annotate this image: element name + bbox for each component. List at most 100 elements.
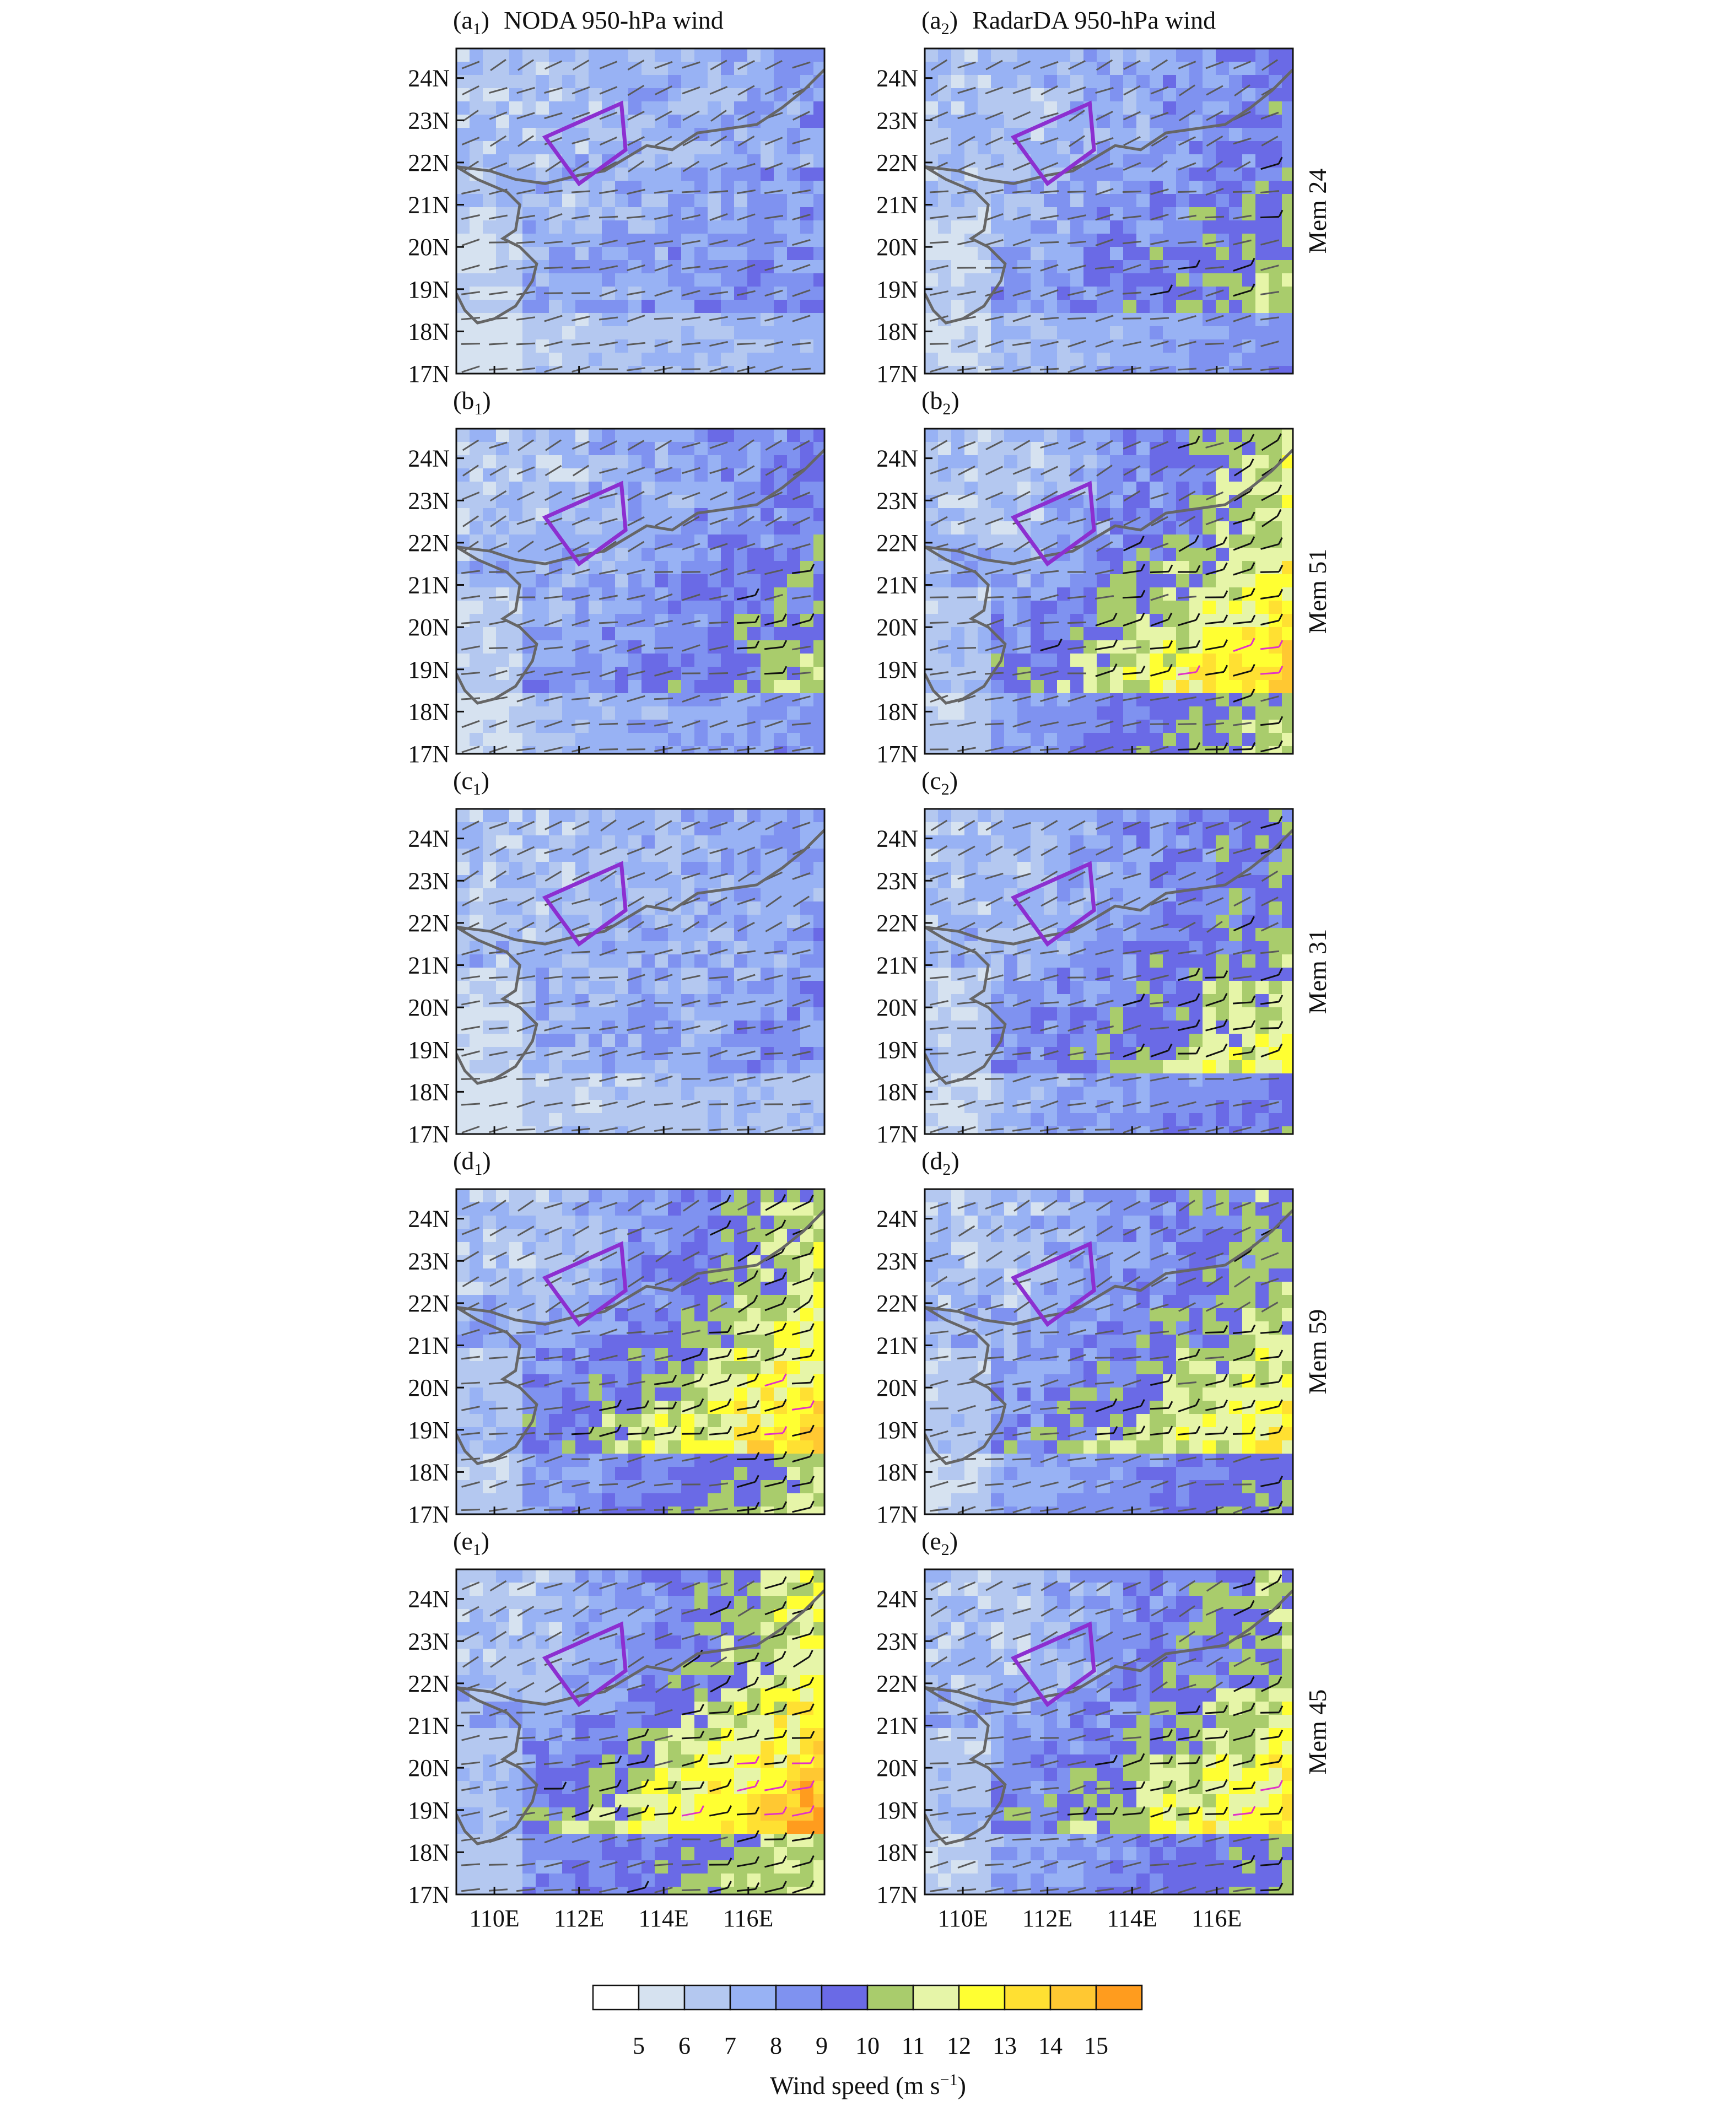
wind-barb bbox=[709, 517, 728, 525]
wind-speed-field bbox=[925, 809, 1293, 1134]
wind-cell bbox=[1070, 1007, 1084, 1021]
wind-barb bbox=[985, 569, 1004, 575]
wind-cell bbox=[589, 680, 602, 694]
wind-cell bbox=[1123, 733, 1137, 747]
wind-cell bbox=[536, 300, 549, 314]
wind-cell bbox=[813, 627, 824, 641]
wind-barb bbox=[461, 365, 480, 373]
wind-cell bbox=[1044, 366, 1058, 374]
wind-cell bbox=[787, 835, 801, 849]
wind-cell bbox=[761, 247, 774, 261]
wind-cell bbox=[1083, 168, 1097, 181]
wind-cell bbox=[1070, 680, 1084, 694]
wind-cell bbox=[641, 1073, 655, 1087]
wind-barb bbox=[1178, 315, 1196, 322]
wind-barb bbox=[1012, 619, 1031, 627]
wind-cell bbox=[747, 220, 761, 234]
wind-barb bbox=[1096, 111, 1113, 121]
wind-cell bbox=[1004, 954, 1018, 968]
wind-cell bbox=[536, 601, 549, 614]
wind-barb bbox=[1232, 190, 1252, 193]
wind-cell bbox=[1269, 141, 1282, 155]
wind-cell bbox=[470, 954, 483, 968]
wind-cell bbox=[602, 627, 616, 641]
wind-cell bbox=[483, 915, 497, 928]
wind-barb bbox=[1205, 696, 1224, 701]
wind-cell bbox=[938, 746, 952, 754]
wind-cell bbox=[1031, 733, 1044, 747]
wind-cell bbox=[951, 888, 965, 902]
wind-cell bbox=[1031, 627, 1044, 641]
wind-cell bbox=[761, 862, 774, 876]
wind-cell bbox=[483, 273, 497, 287]
wind-cell bbox=[562, 300, 576, 314]
wind-cell bbox=[1189, 48, 1203, 62]
wind-barb bbox=[626, 951, 646, 954]
wind-cell bbox=[721, 154, 735, 168]
wind-cell bbox=[694, 862, 708, 876]
wind-cell bbox=[747, 1087, 761, 1100]
wind-cell bbox=[575, 1060, 589, 1074]
wind-barb bbox=[1177, 646, 1197, 650]
wind-cell bbox=[668, 88, 682, 102]
wind-cell bbox=[470, 706, 483, 720]
wind-barb bbox=[544, 365, 563, 373]
wind-barb bbox=[929, 570, 949, 574]
wind-cell bbox=[1004, 915, 1018, 928]
wind-cell bbox=[1110, 442, 1124, 456]
wind-speed-field bbox=[456, 429, 824, 754]
wind-barb bbox=[462, 541, 479, 553]
wind-cell bbox=[628, 1060, 642, 1074]
wind-cell bbox=[562, 1126, 576, 1134]
wind-barb-flag bbox=[1223, 639, 1228, 647]
wind-cell bbox=[668, 941, 682, 955]
wind-cell bbox=[1110, 548, 1124, 562]
wind-barb bbox=[1233, 695, 1252, 703]
wind-barb bbox=[544, 746, 563, 753]
wind-cell bbox=[1176, 101, 1190, 115]
wind-barb bbox=[489, 111, 508, 120]
wind-cell bbox=[1070, 706, 1084, 720]
wind-cell bbox=[1044, 574, 1058, 588]
wind-cell bbox=[708, 835, 721, 849]
wind-cell bbox=[734, 915, 748, 928]
wind-barb bbox=[1123, 542, 1141, 552]
wind-cell bbox=[1004, 733, 1018, 747]
wind-barb bbox=[1151, 516, 1168, 527]
wind-cell bbox=[1229, 75, 1243, 89]
wind-cell bbox=[615, 1060, 629, 1074]
wind-cell bbox=[1136, 809, 1150, 823]
panel-label: (b2) bbox=[921, 386, 959, 418]
wind-barb bbox=[627, 314, 645, 323]
wind-barb bbox=[1150, 646, 1169, 650]
wind-cell bbox=[708, 62, 721, 75]
wind-cell bbox=[813, 313, 824, 327]
wind-cell bbox=[938, 680, 952, 694]
wind-cell bbox=[1216, 287, 1230, 300]
wind-barb bbox=[737, 515, 755, 527]
wind-cell bbox=[655, 75, 668, 89]
wind-cell bbox=[522, 994, 536, 1008]
wind-cell bbox=[708, 601, 721, 614]
wind-cell bbox=[813, 601, 824, 614]
wind-cell bbox=[681, 835, 695, 849]
wind-cell bbox=[1255, 809, 1269, 823]
wind-cell bbox=[1163, 733, 1177, 747]
wind-cell bbox=[774, 654, 788, 667]
wind-barb bbox=[1233, 568, 1252, 576]
wind-cell bbox=[536, 587, 549, 601]
wind-cell bbox=[615, 574, 629, 588]
wind-cell bbox=[1282, 706, 1293, 720]
wind-barb bbox=[572, 846, 590, 856]
wind-cell bbox=[1123, 455, 1137, 469]
wind-cell bbox=[615, 366, 629, 374]
wind-barb bbox=[599, 1000, 618, 1006]
wind-cell bbox=[978, 561, 991, 575]
wind-cell bbox=[1031, 326, 1044, 340]
wind-cell bbox=[964, 733, 978, 747]
wind-barb bbox=[543, 595, 563, 600]
wind-cell bbox=[813, 954, 824, 968]
wind-cell bbox=[1189, 627, 1203, 641]
wind-cell bbox=[813, 574, 824, 588]
wind-cell bbox=[1216, 521, 1230, 535]
